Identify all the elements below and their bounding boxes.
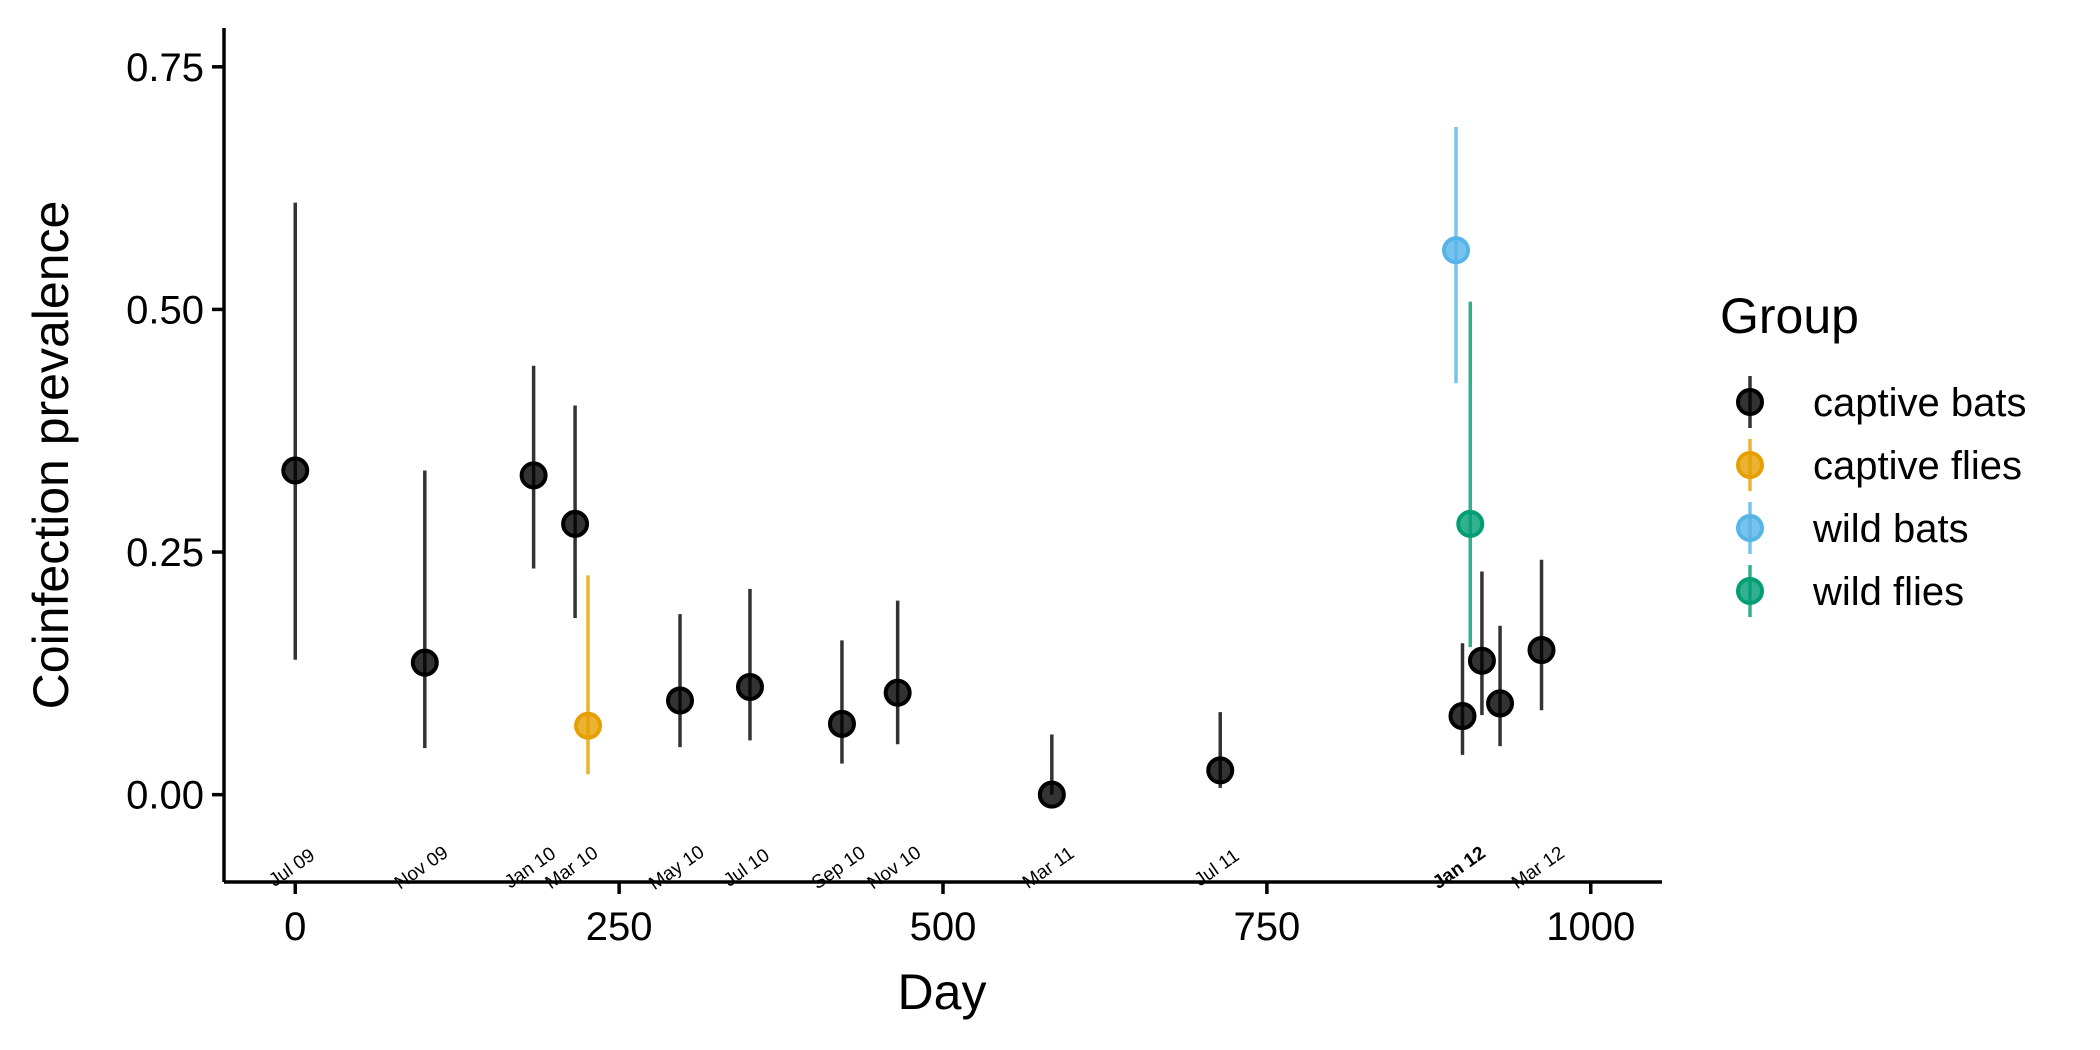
legend-key-point (1736, 451, 1764, 479)
data-point (1486, 689, 1515, 718)
y-tick-label: 0.50 (126, 288, 204, 332)
data-point (1037, 780, 1066, 809)
legend-key-point (1736, 577, 1764, 605)
legend-label: captive flies (1813, 444, 2022, 488)
legend-title: Group (1720, 288, 1859, 344)
data-point (574, 711, 603, 740)
date-label: Sep 10 (808, 842, 869, 894)
x-tick-label: 1000 (1546, 905, 1635, 949)
date-label: Jul 10 (720, 845, 774, 891)
date-label: Jul 11 (1191, 845, 1243, 890)
x-axis-title: Day (898, 964, 987, 1020)
date-label: Nov 10 (864, 842, 925, 894)
y-tick-label: 0.25 (126, 531, 204, 575)
date-label: Jan 12 (1429, 843, 1490, 894)
x-tick-label: 500 (910, 905, 977, 949)
legend-label: wild bats (1812, 507, 1969, 551)
date-label: Nov 09 (391, 842, 452, 894)
data-point (1448, 702, 1477, 731)
legend-label: captive bats (1813, 381, 2026, 425)
data-point (519, 461, 548, 490)
data-points (281, 236, 1556, 809)
error-bars (293, 126, 1544, 795)
x-ticks: 0 250 500 750 1000 (284, 882, 1635, 949)
data-point (735, 672, 764, 701)
y-axis-title: Coinfection prevalence (23, 201, 79, 710)
data-point (883, 678, 912, 707)
x-tick-label: 250 (586, 905, 653, 949)
legend-key-point (1736, 514, 1764, 542)
legend: captive bats captive flies wild bats wild f… (1736, 376, 2026, 617)
data-point (827, 709, 856, 738)
data-point (1456, 509, 1485, 538)
legend-key-point (1736, 388, 1764, 416)
legend-label: wild flies (1812, 570, 1964, 614)
data-point (1467, 646, 1496, 675)
date-label: Mar 11 (1019, 843, 1078, 893)
date-label: Jul 09 (265, 845, 319, 891)
axes (222, 28, 1662, 884)
y-tick-label: 0.75 (126, 46, 204, 90)
data-point (410, 648, 439, 677)
data-point (281, 456, 310, 485)
y-ticks: 0.00 0.25 0.50 0.75 (126, 46, 224, 818)
date-label: May 10 (645, 842, 708, 895)
y-tick-label: 0.00 (126, 774, 204, 818)
data-point (666, 686, 695, 715)
data-point (1442, 236, 1471, 265)
date-label: Mar 12 (1508, 843, 1568, 894)
data-point (1206, 756, 1235, 785)
data-point (1527, 636, 1556, 665)
data-point (561, 509, 590, 538)
x-tick-label: 750 (1233, 905, 1300, 949)
x-tick-label: 0 (284, 905, 306, 949)
